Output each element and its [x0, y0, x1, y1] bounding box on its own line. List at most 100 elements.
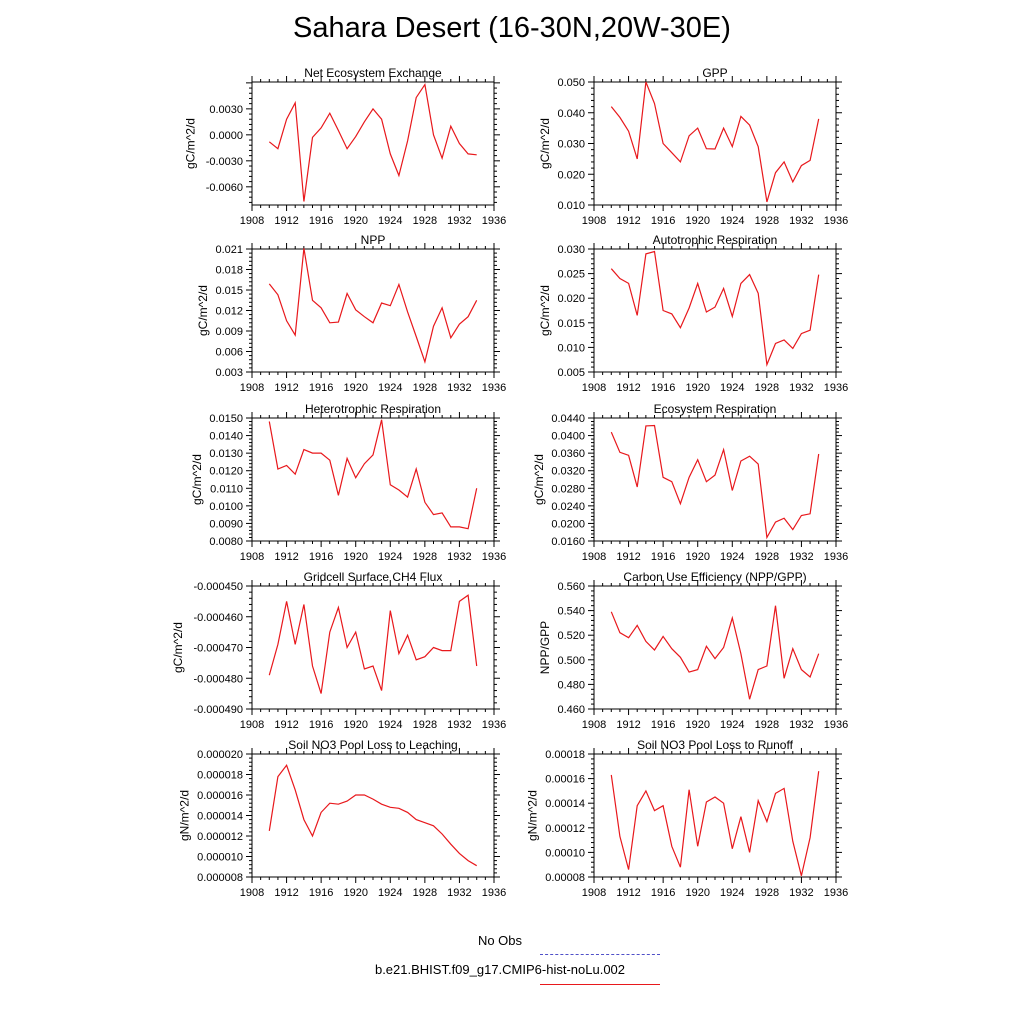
y-tick-label: 0.040 — [557, 108, 585, 120]
x-tick-label: 1924 — [378, 551, 402, 563]
x-tick-label: 1928 — [755, 215, 779, 227]
x-tick-label: 1916 — [651, 719, 675, 731]
x-tick-label: 1932 — [789, 887, 813, 899]
series-line — [268, 594, 478, 694]
chart-panel-10: Soil NO3 Pool Loss to Runoff 1908 1912 1916… — [526, 738, 849, 899]
series-line — [268, 248, 478, 364]
chart-panel-9: Soil NO3 Pool Loss to Leaching 1908 1912 19… — [177, 738, 506, 899]
y-axis-label: gC/m^2/d — [538, 285, 552, 336]
y-tick-label: 0.0240 — [551, 501, 585, 513]
y-tick-label: 0.030 — [557, 139, 585, 151]
plot-frame — [251, 417, 495, 542]
y-axis-label: gN/m^2/d — [177, 790, 191, 841]
x-tick-label: 1936 — [824, 551, 848, 563]
x-tick-label: 1924 — [720, 215, 744, 227]
y-tick-label: 0.012 — [215, 306, 243, 318]
y-tick-label: 0.009 — [215, 326, 243, 338]
legend-obs-swatch — [540, 954, 660, 955]
y-tick-label: -0.000480 — [193, 673, 243, 685]
panel-title: Net Ecosystem Exchange — [304, 66, 442, 80]
panel-title: Autotrophic Respiration — [653, 233, 778, 247]
y-tick-label: 0.00010 — [545, 847, 585, 859]
y-tick-label: 0.0400 — [551, 431, 585, 443]
x-tick-label: 1936 — [824, 719, 848, 731]
y-tick-label: 0.000010 — [197, 852, 243, 864]
panel-title: GPP — [702, 66, 727, 80]
x-tick-label: 1936 — [482, 887, 506, 899]
x-tick-label: 1912 — [274, 215, 298, 227]
x-tick-label: 1912 — [274, 551, 298, 563]
panel-title: Ecosystem Respiration — [654, 402, 777, 416]
y-tick-label: 0.050 — [557, 77, 585, 89]
x-tick-label: 1928 — [755, 719, 779, 731]
series-line — [268, 764, 478, 867]
chart-panel-3: NPP 1908 1912 1916 1920 1924 1928 1932 1936 0.003… — [196, 233, 506, 394]
y-axis-label: gC/m^2/d — [196, 285, 210, 336]
x-tick-label: 1924 — [378, 382, 402, 394]
y-axis-label: gN/m^2/d — [526, 790, 540, 841]
x-tick-label: 1920 — [343, 887, 367, 899]
x-tick-label: 1908 — [582, 551, 606, 563]
x-tick-label: 1928 — [755, 382, 779, 394]
x-tick-label: 1916 — [309, 215, 333, 227]
x-tick-label: 1920 — [685, 382, 709, 394]
series-line — [610, 250, 820, 367]
y-axis-label: gC/m^2/d — [532, 454, 546, 505]
x-tick-label: 1928 — [755, 887, 779, 899]
series-line — [610, 424, 820, 540]
legend-obs-label: No Obs — [477, 933, 523, 948]
panel-title: Heterotrophic Respiration — [305, 402, 441, 416]
x-tick-label: 1932 — [447, 215, 471, 227]
x-tick-label: 1916 — [309, 719, 333, 731]
x-tick-label: 1928 — [413, 382, 437, 394]
x-tick-label: 1920 — [685, 719, 709, 731]
x-tick-label: 1916 — [309, 551, 333, 563]
y-tick-label: 0.540 — [557, 606, 585, 618]
y-tick-label: 0.0320 — [551, 466, 585, 478]
x-tick-label: 1932 — [789, 551, 813, 563]
y-tick-label: 0.0030 — [209, 104, 243, 116]
x-tick-label: 1908 — [240, 382, 264, 394]
x-tick-label: 1916 — [651, 551, 675, 563]
x-tick-label: 1916 — [651, 887, 675, 899]
series-line — [610, 771, 820, 876]
x-tick-label: 1936 — [824, 887, 848, 899]
plot-frame — [593, 81, 837, 206]
y-tick-label: 0.480 — [557, 679, 585, 691]
x-tick-label: 1912 — [616, 719, 640, 731]
y-tick-label: 0.025 — [557, 269, 585, 281]
y-tick-label: 0.0160 — [551, 536, 585, 548]
chart-panel-8: Carbon Use Efficiency (NPP/GPP) 1908 1912 1… — [538, 570, 848, 731]
x-tick-label: 1928 — [413, 887, 437, 899]
x-tick-label: 1932 — [447, 382, 471, 394]
y-tick-label: -0.0060 — [206, 182, 243, 194]
panel-title: NPP — [361, 233, 386, 247]
x-tick-label: 1936 — [482, 215, 506, 227]
x-tick-label: 1924 — [378, 215, 402, 227]
chart-panel-5: Heterotrophic Respiration 1908 1912 1916 192… — [190, 402, 506, 563]
x-tick-label: 1920 — [685, 215, 709, 227]
x-tick-label: 1936 — [824, 382, 848, 394]
x-tick-label: 1920 — [685, 887, 709, 899]
y-tick-label: 0.000014 — [197, 811, 243, 823]
y-tick-label: 0.005 — [557, 367, 585, 379]
y-tick-label: 0.000012 — [197, 831, 243, 843]
x-tick-label: 1928 — [755, 551, 779, 563]
x-tick-label: 1908 — [582, 887, 606, 899]
x-tick-label: 1924 — [720, 382, 744, 394]
series-line — [610, 605, 820, 700]
x-tick-label: 1916 — [651, 215, 675, 227]
series-line — [610, 81, 820, 203]
x-tick-label: 1936 — [482, 719, 506, 731]
y-tick-label: 0.520 — [557, 630, 585, 642]
y-tick-label: -0.0030 — [206, 156, 243, 168]
y-tick-label: 0.015 — [215, 285, 243, 297]
x-tick-label: 1936 — [482, 551, 506, 563]
y-tick-label: 0.0120 — [209, 466, 243, 478]
x-tick-label: 1912 — [274, 887, 298, 899]
y-tick-label: 0.0000 — [209, 130, 243, 142]
x-tick-label: 1908 — [240, 215, 264, 227]
plot-frame — [251, 81, 495, 206]
plot-frame — [593, 248, 837, 373]
x-tick-label: 1908 — [240, 551, 264, 563]
